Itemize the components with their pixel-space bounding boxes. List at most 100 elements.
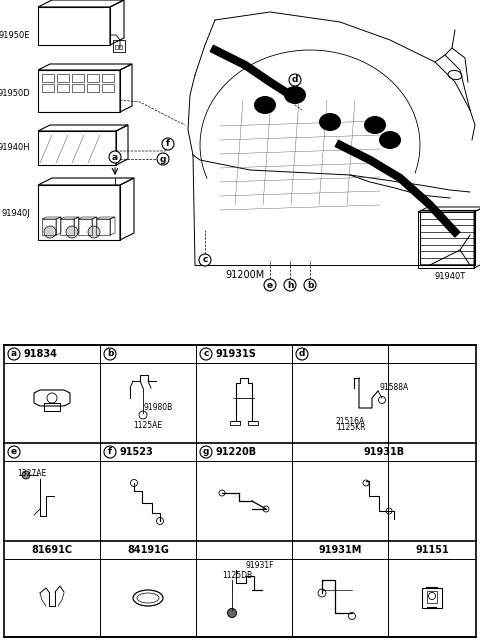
Circle shape <box>429 593 435 600</box>
Ellipse shape <box>137 593 159 603</box>
Bar <box>38 70 120 112</box>
Text: f: f <box>108 447 112 456</box>
Bar <box>42 84 54 92</box>
Bar <box>422 588 442 608</box>
Bar <box>113 40 125 52</box>
Text: 91950E: 91950E <box>0 31 30 40</box>
Text: a: a <box>112 153 118 162</box>
Bar <box>44 403 60 411</box>
Circle shape <box>348 612 356 620</box>
Text: 91523: 91523 <box>120 447 154 457</box>
Circle shape <box>318 589 326 597</box>
Text: 91151: 91151 <box>415 545 449 555</box>
Bar <box>72 84 84 92</box>
Text: 91220B: 91220B <box>216 447 257 457</box>
Text: 1125AE: 1125AE <box>133 421 162 429</box>
Bar <box>418 212 474 268</box>
Circle shape <box>22 471 30 479</box>
Text: 91834: 91834 <box>24 349 58 359</box>
Bar <box>420 210 475 265</box>
Circle shape <box>131 480 137 487</box>
Text: 21516A: 21516A <box>336 417 365 426</box>
Text: b: b <box>107 349 113 358</box>
Circle shape <box>156 517 164 525</box>
Text: c: c <box>202 256 208 265</box>
Bar <box>248 421 258 425</box>
Bar <box>78 219 92 235</box>
Circle shape <box>284 279 296 291</box>
Text: 1327AE: 1327AE <box>17 469 46 478</box>
Text: h: h <box>287 281 293 290</box>
Circle shape <box>200 348 212 360</box>
Text: 81691C: 81691C <box>31 545 72 555</box>
Bar <box>38 7 110 45</box>
Bar <box>57 74 69 82</box>
Circle shape <box>200 446 212 458</box>
Text: 91931F: 91931F <box>246 562 275 571</box>
Bar <box>115 45 118 49</box>
Ellipse shape <box>133 590 163 606</box>
Circle shape <box>296 348 308 360</box>
Ellipse shape <box>254 96 276 114</box>
Circle shape <box>66 226 78 238</box>
Bar <box>119 45 122 49</box>
Text: 91931M: 91931M <box>318 545 362 555</box>
Bar <box>87 74 99 82</box>
Text: 91940T: 91940T <box>434 272 466 281</box>
Bar <box>102 74 114 82</box>
Circle shape <box>8 348 20 360</box>
Text: g: g <box>203 447 209 456</box>
Circle shape <box>109 151 121 163</box>
Circle shape <box>289 74 301 86</box>
Text: f: f <box>166 139 170 148</box>
Ellipse shape <box>284 86 306 104</box>
Text: 91950D: 91950D <box>0 89 30 98</box>
Text: 91931S: 91931S <box>216 349 257 359</box>
Circle shape <box>363 480 369 486</box>
Text: e: e <box>267 281 273 290</box>
Text: 1125KR: 1125KR <box>336 424 365 433</box>
Circle shape <box>157 153 169 165</box>
Text: d: d <box>292 76 298 85</box>
Circle shape <box>219 490 225 496</box>
Circle shape <box>264 279 276 291</box>
Circle shape <box>8 446 20 458</box>
Ellipse shape <box>448 71 462 80</box>
Circle shape <box>47 393 57 403</box>
Bar <box>42 74 54 82</box>
Bar <box>38 131 116 165</box>
Text: d: d <box>299 349 305 358</box>
Bar <box>230 421 240 425</box>
Bar <box>96 219 110 235</box>
Text: e: e <box>11 447 17 456</box>
Bar <box>72 74 84 82</box>
Bar <box>102 84 114 92</box>
Text: b: b <box>307 281 313 290</box>
Circle shape <box>304 279 316 291</box>
Text: 91931B: 91931B <box>363 447 405 457</box>
Text: 91940H: 91940H <box>0 144 30 153</box>
Circle shape <box>162 138 174 150</box>
Text: 91588A: 91588A <box>379 383 408 392</box>
Ellipse shape <box>319 113 341 131</box>
Circle shape <box>263 506 269 512</box>
Text: 91200M: 91200M <box>226 270 264 280</box>
Text: 91940J: 91940J <box>1 209 30 218</box>
Bar <box>57 84 69 92</box>
Circle shape <box>379 397 385 404</box>
Circle shape <box>199 254 211 266</box>
Text: 84191G: 84191G <box>127 545 169 555</box>
Text: g: g <box>160 155 166 164</box>
Bar <box>38 185 120 240</box>
Bar <box>427 591 437 603</box>
Circle shape <box>104 348 116 360</box>
Circle shape <box>44 226 56 238</box>
Text: 91980B: 91980B <box>143 404 172 413</box>
Ellipse shape <box>364 116 386 134</box>
Bar <box>42 219 56 235</box>
Ellipse shape <box>379 131 401 149</box>
Circle shape <box>104 446 116 458</box>
Circle shape <box>228 609 237 618</box>
Bar <box>87 84 99 92</box>
Text: 1125DB: 1125DB <box>222 571 252 580</box>
